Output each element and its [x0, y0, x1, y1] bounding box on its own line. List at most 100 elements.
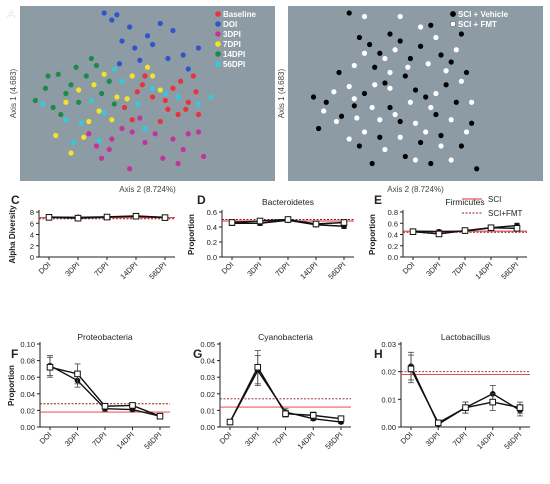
point-a-56dpi: [175, 94, 181, 100]
point-b-sci-fmt: [438, 143, 444, 149]
point-b-sci-vehicle: [433, 111, 439, 118]
point-b-sci-vehicle: [402, 73, 408, 79]
y-tick-label-f: 0.10: [20, 340, 35, 349]
x-tick-label-d: 3DPI: [245, 260, 263, 278]
legend-label-a-4: 14DPI: [223, 50, 245, 59]
point-b-sci-fmt: [407, 99, 413, 105]
point-b-sci-vehicle: [346, 10, 352, 16]
point-b-sci-vehicle: [438, 52, 444, 58]
x-tick-label-f: 56DPI: [142, 430, 163, 451]
point-a-3dpi: [86, 131, 92, 137]
y-tick-label-d: 0.4: [207, 223, 217, 232]
data-point-h-sci-fmt: [489, 398, 497, 406]
point-a-baseline: [129, 117, 135, 123]
point-a-7dpi: [150, 73, 156, 79]
point-a-doi: [170, 27, 176, 34]
data-point-c-sci-fmt: [161, 214, 169, 221]
point-b-sci-fmt: [382, 146, 388, 153]
panel-letter-a-label: A: [7, 7, 16, 21]
legend-marker-a-0: [215, 11, 221, 17]
data-point-e-sci-fmt: [409, 228, 417, 235]
point-a-baseline: [121, 104, 128, 111]
x-tick-label-c: 7DPI: [92, 260, 110, 278]
point-b-sci-fmt: [425, 61, 431, 67]
data-point-c-sci-fmt: [45, 214, 53, 221]
y-axis-label-a: Axis 1 (4.683): [9, 68, 18, 118]
panel-title-e: Firmicutes: [445, 197, 484, 207]
point-b-sci-fmt: [412, 157, 419, 163]
point-a-baseline: [170, 85, 176, 91]
point-a-baseline: [193, 89, 199, 95]
point-b-sci-fmt: [346, 83, 352, 90]
data-point-f-sci-fmt: [74, 370, 81, 378]
y-tick-label-c: 0: [30, 253, 34, 262]
point-a-baseline: [165, 106, 171, 112]
data-point-h-sci-fmt: [407, 365, 415, 373]
legend-marker-a-4: [215, 51, 221, 57]
point-b-sci-vehicle: [387, 104, 393, 111]
y-tick-label-e: 0.0: [388, 253, 398, 262]
point-a-3dpi: [142, 139, 148, 146]
point-b-sci-vehicle: [338, 113, 345, 119]
point-b-sci-vehicle: [397, 38, 403, 44]
data-point-e-sci-fmt: [435, 230, 443, 238]
point-a-7dpi: [91, 82, 97, 88]
legend-label-a-2: 3DPI: [223, 30, 241, 39]
point-b-sci-vehicle: [382, 80, 388, 86]
point-a-doi: [109, 17, 115, 23]
x-tick-label-g: 56DPI: [323, 430, 344, 451]
point-b-sci-vehicle: [407, 55, 413, 62]
point-a-doi: [144, 33, 151, 39]
y-tick-label-g: 0.04: [200, 357, 215, 366]
data-point-g-sci-fmt: [254, 363, 262, 371]
point-a-baseline: [134, 89, 140, 95]
point-b-sci-vehicle: [458, 143, 464, 149]
legend-label-e-0: SCI: [488, 195, 501, 204]
data-point-h-sci-fmt: [462, 404, 469, 411]
data-point-f-sci-fmt: [156, 412, 164, 420]
point-b-sci-vehicle: [443, 82, 449, 88]
point-a-7dpi: [109, 117, 115, 123]
legend-label-a-0: Baseline: [223, 10, 256, 19]
point-a-14dpi: [63, 90, 69, 97]
legend-marker-a-5: [215, 61, 221, 67]
point-a-56dpi: [88, 97, 94, 104]
point-b-sci-fmt: [418, 24, 424, 30]
x-tick-label-h: 3DPI: [424, 430, 442, 448]
y-tick-label-h: 0.00: [381, 423, 396, 432]
point-a-3dpi: [180, 146, 186, 153]
point-a-56dpi: [134, 101, 140, 107]
y-tick-label-d: 0.6: [207, 208, 217, 217]
y-axis-label-f: Proportion: [7, 365, 16, 406]
x-tick-label-e: 7DPI: [450, 260, 468, 278]
point-a-3dpi: [175, 160, 181, 167]
legend-marker-a-3: [215, 41, 221, 47]
panel-title-d: Bacteroidetes: [262, 197, 314, 207]
point-b-sci-fmt: [453, 47, 459, 53]
point-b-sci-vehicle: [428, 22, 434, 28]
point-a-14dpi: [32, 97, 38, 104]
point-b-sci-vehicle: [361, 90, 368, 97]
point-b-sci-vehicle: [402, 153, 408, 160]
point-b-sci-vehicle: [310, 94, 317, 100]
point-b-sci-fmt: [443, 68, 449, 74]
x-tick-label-c: 3DPI: [63, 260, 81, 278]
point-b-sci-vehicle: [323, 99, 329, 105]
x-tick-label-f: 3DPI: [63, 430, 81, 448]
point-a-14dpi: [73, 64, 79, 70]
y-tick-label-f: 0.08: [20, 357, 35, 366]
point-b-sci-vehicle: [428, 160, 434, 167]
point-b-sci-fmt: [377, 117, 383, 123]
point-b-sci-fmt: [361, 13, 368, 20]
y-tick-label-e: 0.2: [388, 242, 398, 251]
x-tick-label-e: DOI: [401, 260, 417, 276]
point-a-56dpi: [70, 139, 77, 146]
point-a-56dpi: [195, 101, 202, 107]
panel-letter-d: D: [197, 193, 206, 207]
legend-label-b-1: SCI + FMT: [458, 20, 497, 29]
y-tick-label-e: 0.6: [388, 219, 398, 228]
y-tick-label-e: 0.8: [388, 208, 398, 217]
data-point-h-sci-fmt: [434, 419, 442, 427]
x-tick-label-d: DOI: [220, 260, 236, 276]
y-tick-label-h: 0.01: [381, 395, 396, 404]
